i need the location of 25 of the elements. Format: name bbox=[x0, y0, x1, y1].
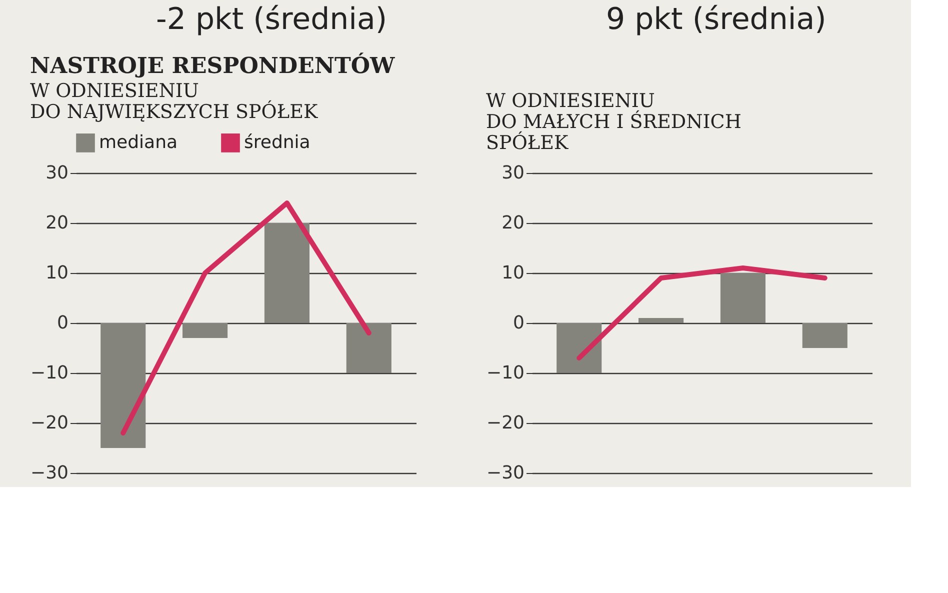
bar bbox=[556, 323, 602, 373]
y-tick-label: −10 bbox=[30, 362, 68, 384]
chart-subtitle: W ODNIESIENIU DO MAŁYCH I ŚREDNICH SPÓŁEK bbox=[486, 90, 742, 154]
y-tick-label: 20 bbox=[502, 212, 524, 234]
y-tick-label: 0 bbox=[57, 312, 68, 334]
y-tick-label: −30 bbox=[486, 462, 524, 484]
y-tick-label: 0 bbox=[513, 312, 524, 334]
legend-label: mediana bbox=[99, 132, 178, 153]
text: -2 pkt (średnia) bbox=[156, 2, 388, 37]
y-tick-label: 30 bbox=[502, 162, 524, 184]
y-tick-label: −20 bbox=[30, 412, 68, 434]
legend-label: średnia bbox=[244, 132, 310, 153]
bar bbox=[638, 318, 684, 323]
y-tick-label: 10 bbox=[46, 262, 68, 284]
bar bbox=[720, 273, 766, 323]
y-tick-label: 10 bbox=[502, 262, 524, 284]
chart-title: NASTROJE RESPONDENTÓW bbox=[30, 52, 395, 79]
y-tick-label: −30 bbox=[30, 462, 68, 484]
y-tick-label: −20 bbox=[486, 412, 524, 434]
chart-subtitle: W ODNIESIENIU DO NAJWIĘKSZYCH SPÓŁEK bbox=[30, 80, 318, 123]
bar bbox=[802, 323, 848, 348]
y-tick-label: 20 bbox=[46, 212, 68, 234]
text: 9 pkt (średnia) bbox=[606, 2, 826, 37]
y-tick-label: 30 bbox=[46, 162, 68, 184]
y-tick-label: −10 bbox=[486, 362, 524, 384]
